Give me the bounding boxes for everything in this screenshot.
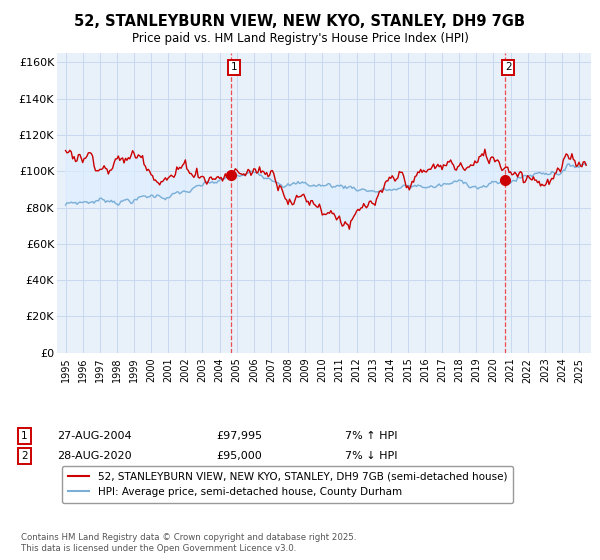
Text: 52, STANLEYBURN VIEW, NEW KYO, STANLEY, DH9 7GB: 52, STANLEYBURN VIEW, NEW KYO, STANLEY, … [74, 14, 526, 29]
Text: 28-AUG-2020: 28-AUG-2020 [57, 451, 131, 461]
Text: 27-AUG-2004: 27-AUG-2004 [57, 431, 131, 441]
Text: Price paid vs. HM Land Registry's House Price Index (HPI): Price paid vs. HM Land Registry's House … [131, 32, 469, 45]
Text: 1: 1 [21, 431, 28, 441]
Text: 7% ↑ HPI: 7% ↑ HPI [345, 431, 398, 441]
Text: £97,995: £97,995 [216, 431, 262, 441]
Text: 2: 2 [21, 451, 28, 461]
Text: 2: 2 [505, 62, 511, 72]
Text: 7% ↓ HPI: 7% ↓ HPI [345, 451, 398, 461]
Text: Contains HM Land Registry data © Crown copyright and database right 2025.
This d: Contains HM Land Registry data © Crown c… [21, 533, 356, 553]
Text: £95,000: £95,000 [216, 451, 262, 461]
Text: 1: 1 [231, 62, 238, 72]
Legend: 52, STANLEYBURN VIEW, NEW KYO, STANLEY, DH9 7GB (semi-detached house), HPI: Aver: 52, STANLEYBURN VIEW, NEW KYO, STANLEY, … [62, 466, 514, 503]
